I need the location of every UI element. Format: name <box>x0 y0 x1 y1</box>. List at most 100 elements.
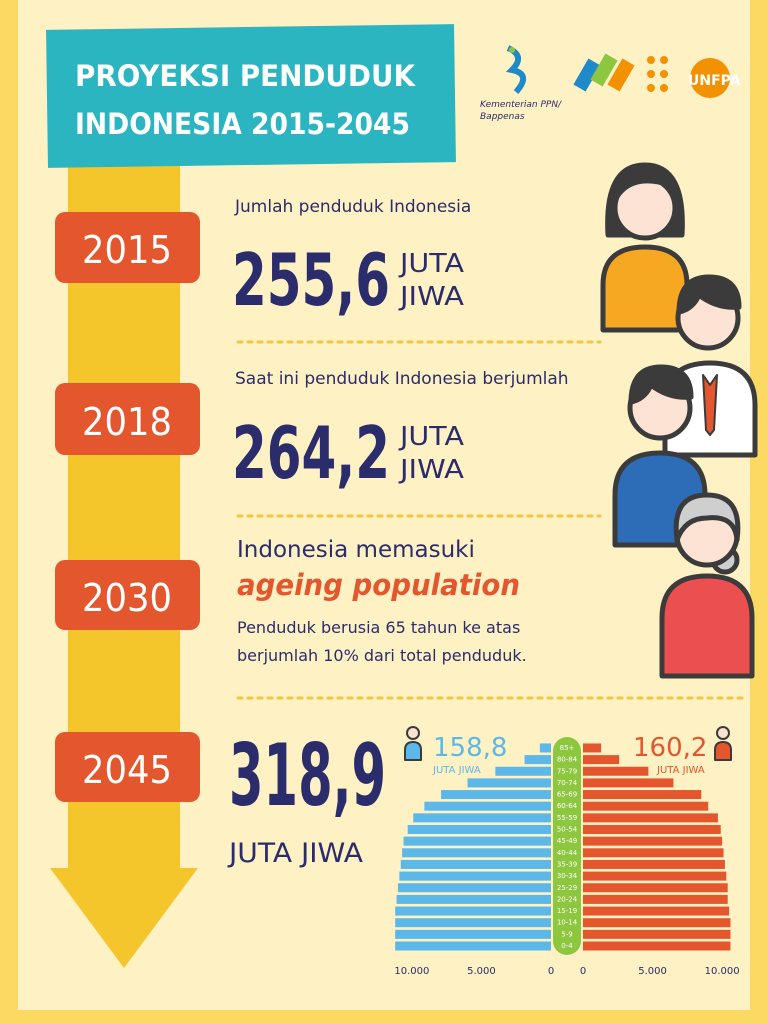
unit: JUTA JIWA <box>227 838 364 869</box>
bar <box>583 883 728 893</box>
bar <box>583 743 602 753</box>
person-woman <box>600 162 690 333</box>
bar <box>583 894 728 904</box>
unit: JUTA <box>398 249 464 279</box>
big-number: 264,2 <box>232 411 390 495</box>
bar <box>395 941 551 951</box>
caption: Saat ini penduduk Indonesia berjumlah <box>235 369 569 389</box>
logo-unfpa <box>647 56 730 98</box>
age-label: 40-44 <box>557 849 578 857</box>
age-label: 35-39 <box>557 860 577 868</box>
x-tick-label: 5.000 <box>467 966 496 977</box>
bar <box>583 941 731 951</box>
bar <box>583 778 674 788</box>
total-unit: JUTA JIWA <box>656 765 705 776</box>
bar <box>583 906 730 916</box>
big-number: 255,6 <box>232 238 390 322</box>
age-label: 15-19 <box>557 907 577 915</box>
age-label: 20-24 <box>557 895 578 903</box>
year-badge <box>55 732 200 802</box>
age-label: 80-84 <box>557 756 578 764</box>
bar <box>400 859 551 869</box>
total: 160,2 <box>633 733 707 763</box>
total-unit: JUTA JIWA <box>432 765 481 776</box>
age-label: 45-49 <box>557 837 577 845</box>
bar <box>399 871 551 881</box>
bar <box>583 918 731 928</box>
total: 158,8 <box>433 733 507 763</box>
age-label: 85+ <box>560 744 575 752</box>
x-tick-label: 5.000 <box>638 966 667 977</box>
bar <box>583 871 727 881</box>
caption: Jumlah penduduk Indonesia <box>234 197 471 217</box>
bar <box>583 766 649 776</box>
logo-bappenas <box>505 45 526 94</box>
icon-male <box>404 726 422 761</box>
note: berjumlah 10% dari total penduduk. <box>237 646 527 665</box>
bar <box>397 883 551 893</box>
unit: JUTA <box>398 422 464 452</box>
bar <box>441 790 551 800</box>
bar <box>583 859 725 869</box>
bar <box>583 790 702 800</box>
title: INDONESIA 2015-2045 <box>75 107 410 141</box>
bar <box>395 906 551 916</box>
heading: Indonesia memasuki <box>237 537 475 563</box>
year-badge <box>55 383 200 455</box>
bar <box>539 743 551 753</box>
arrow-head <box>50 868 198 968</box>
logo-bps <box>573 53 635 92</box>
bar <box>583 929 731 939</box>
bar <box>424 801 551 811</box>
age-column <box>553 737 581 955</box>
bar <box>467 778 551 788</box>
person-elder <box>659 492 755 679</box>
bar <box>396 894 551 904</box>
age-label: 30-34 <box>557 872 578 880</box>
bar <box>583 801 709 811</box>
highlight: ageing population <box>237 568 520 602</box>
bar <box>413 813 551 823</box>
year: 2030 <box>82 576 172 620</box>
age-label: 50-54 <box>557 826 578 834</box>
age-label: 60-64 <box>557 802 578 810</box>
age-label: 65-69 <box>557 791 577 799</box>
year-badge <box>55 212 200 283</box>
x-tick-label: 0 <box>580 966 586 977</box>
logo-text: Bappenas <box>480 112 525 122</box>
year: 2018 <box>82 400 172 444</box>
age-label: 55-59 <box>557 814 577 822</box>
year: 2045 <box>82 748 172 792</box>
age-label: 70-74 <box>557 779 578 787</box>
bar <box>583 836 723 846</box>
big-number: 318,9 <box>229 726 386 826</box>
bar <box>395 918 551 928</box>
age-label: 10-14 <box>557 919 578 927</box>
bar <box>395 929 551 939</box>
age-label: 25-29 <box>557 884 577 892</box>
icon-female <box>714 726 732 761</box>
x-tick-label: 10.000 <box>394 966 429 977</box>
bar <box>524 755 551 765</box>
unit: JIWA <box>398 455 464 485</box>
bar <box>495 766 551 776</box>
bar <box>407 825 551 834</box>
bar <box>583 825 721 834</box>
bar <box>583 848 724 858</box>
age-label: 5-9 <box>561 930 572 938</box>
note: Penduduk berusia 65 tahun ke atas <box>237 618 520 637</box>
title-box <box>46 24 456 168</box>
bar <box>583 813 718 823</box>
age-label: 0-4 <box>561 942 573 950</box>
x-tick-label: 10.000 <box>705 966 740 977</box>
year: 2015 <box>82 228 172 272</box>
logo-text: UNFPA <box>688 73 741 89</box>
bar <box>583 755 620 765</box>
bar <box>402 848 551 858</box>
x-tick-label: 0 <box>548 966 554 977</box>
unit: JIWA <box>398 282 464 312</box>
bar <box>403 836 551 846</box>
year-badge <box>55 560 200 630</box>
